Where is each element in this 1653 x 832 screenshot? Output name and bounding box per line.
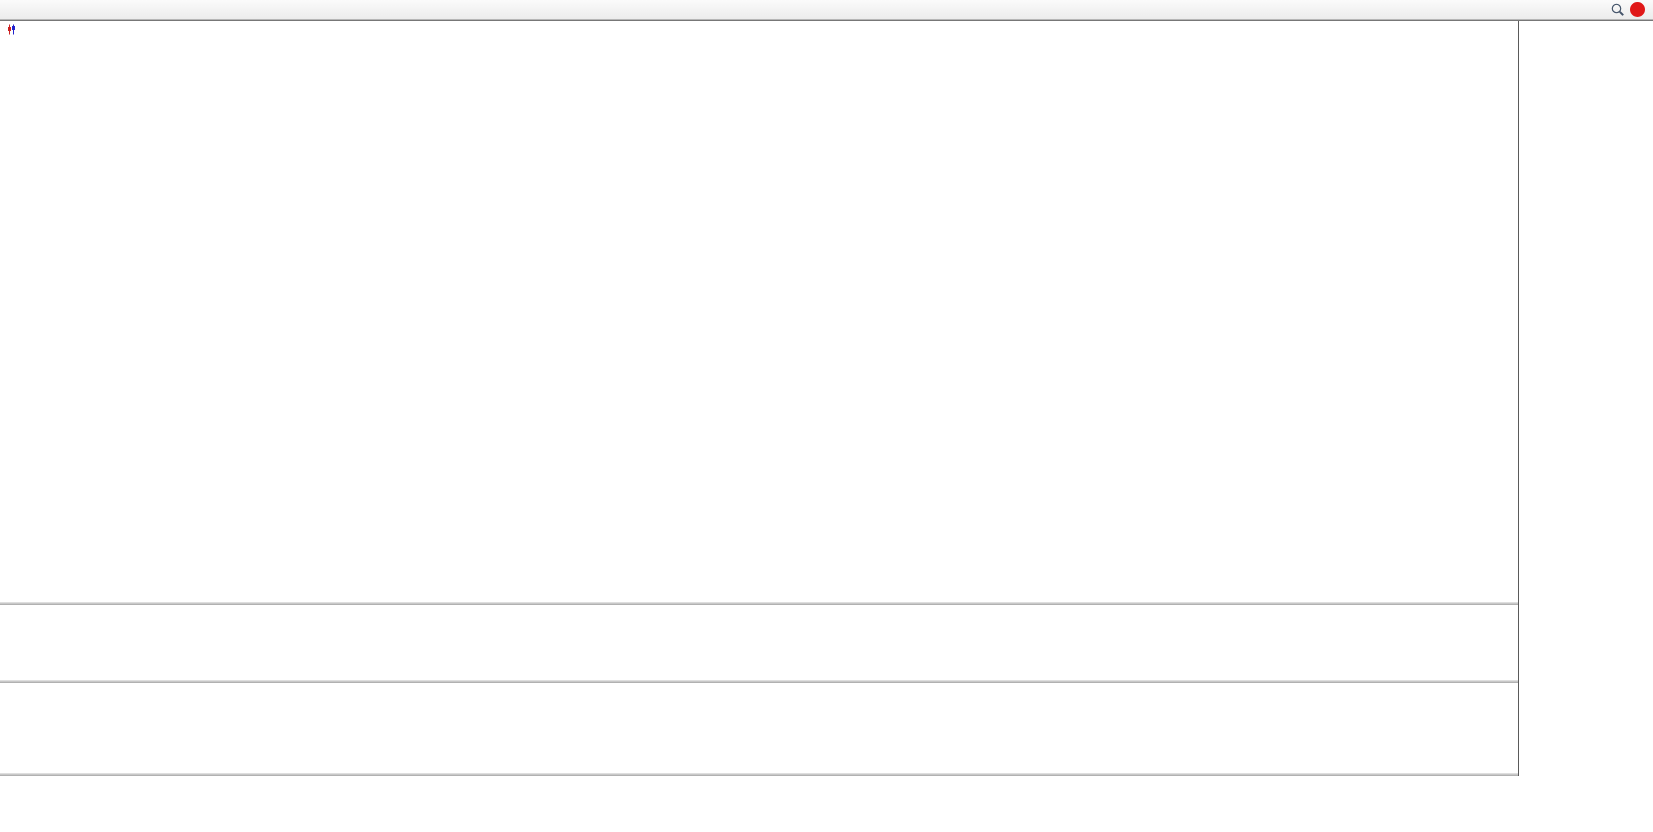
- panel-splitter[interactable]: [0, 680, 1653, 683]
- rsi-label: [5, 684, 9, 695]
- macd-panel[interactable]: [0, 605, 1518, 680]
- panel-splitter[interactable]: [0, 602, 1653, 605]
- rsi-chart: [0, 683, 1518, 773]
- macd-chart: [0, 605, 1518, 680]
- toolbar-right: [1609, 2, 1650, 17]
- panel-splitter[interactable]: [0, 773, 1653, 776]
- chart-workspace: [0, 20, 1653, 832]
- time-axis[interactable]: [0, 776, 1518, 800]
- price-chart-panel[interactable]: [0, 21, 1518, 602]
- price-axis[interactable]: [1518, 21, 1653, 776]
- search-icon[interactable]: [1609, 2, 1625, 17]
- symbol-icon: [7, 24, 16, 35]
- toolbar: [0, 0, 1653, 20]
- rsi-panel[interactable]: [0, 683, 1518, 773]
- chart-title: [7, 24, 20, 35]
- notification-badge[interactable]: [1630, 2, 1645, 17]
- candlestick-chart[interactable]: [0, 21, 1518, 602]
- macd-label: [5, 606, 13, 617]
